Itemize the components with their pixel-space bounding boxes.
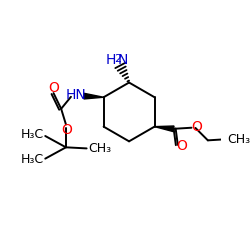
Polygon shape — [84, 93, 103, 99]
Text: O: O — [61, 123, 72, 137]
Text: H₃C: H₃C — [21, 128, 44, 141]
Text: CH₃: CH₃ — [227, 133, 250, 146]
Text: N: N — [118, 53, 128, 67]
Text: HN: HN — [65, 88, 86, 102]
Text: O: O — [191, 120, 202, 134]
Polygon shape — [154, 126, 174, 132]
Text: O: O — [48, 81, 59, 95]
Text: O: O — [176, 139, 188, 153]
Text: 2: 2 — [114, 54, 121, 64]
Text: H₃C: H₃C — [21, 153, 44, 166]
Text: H: H — [106, 53, 116, 67]
Text: CH₃: CH₃ — [88, 142, 111, 155]
